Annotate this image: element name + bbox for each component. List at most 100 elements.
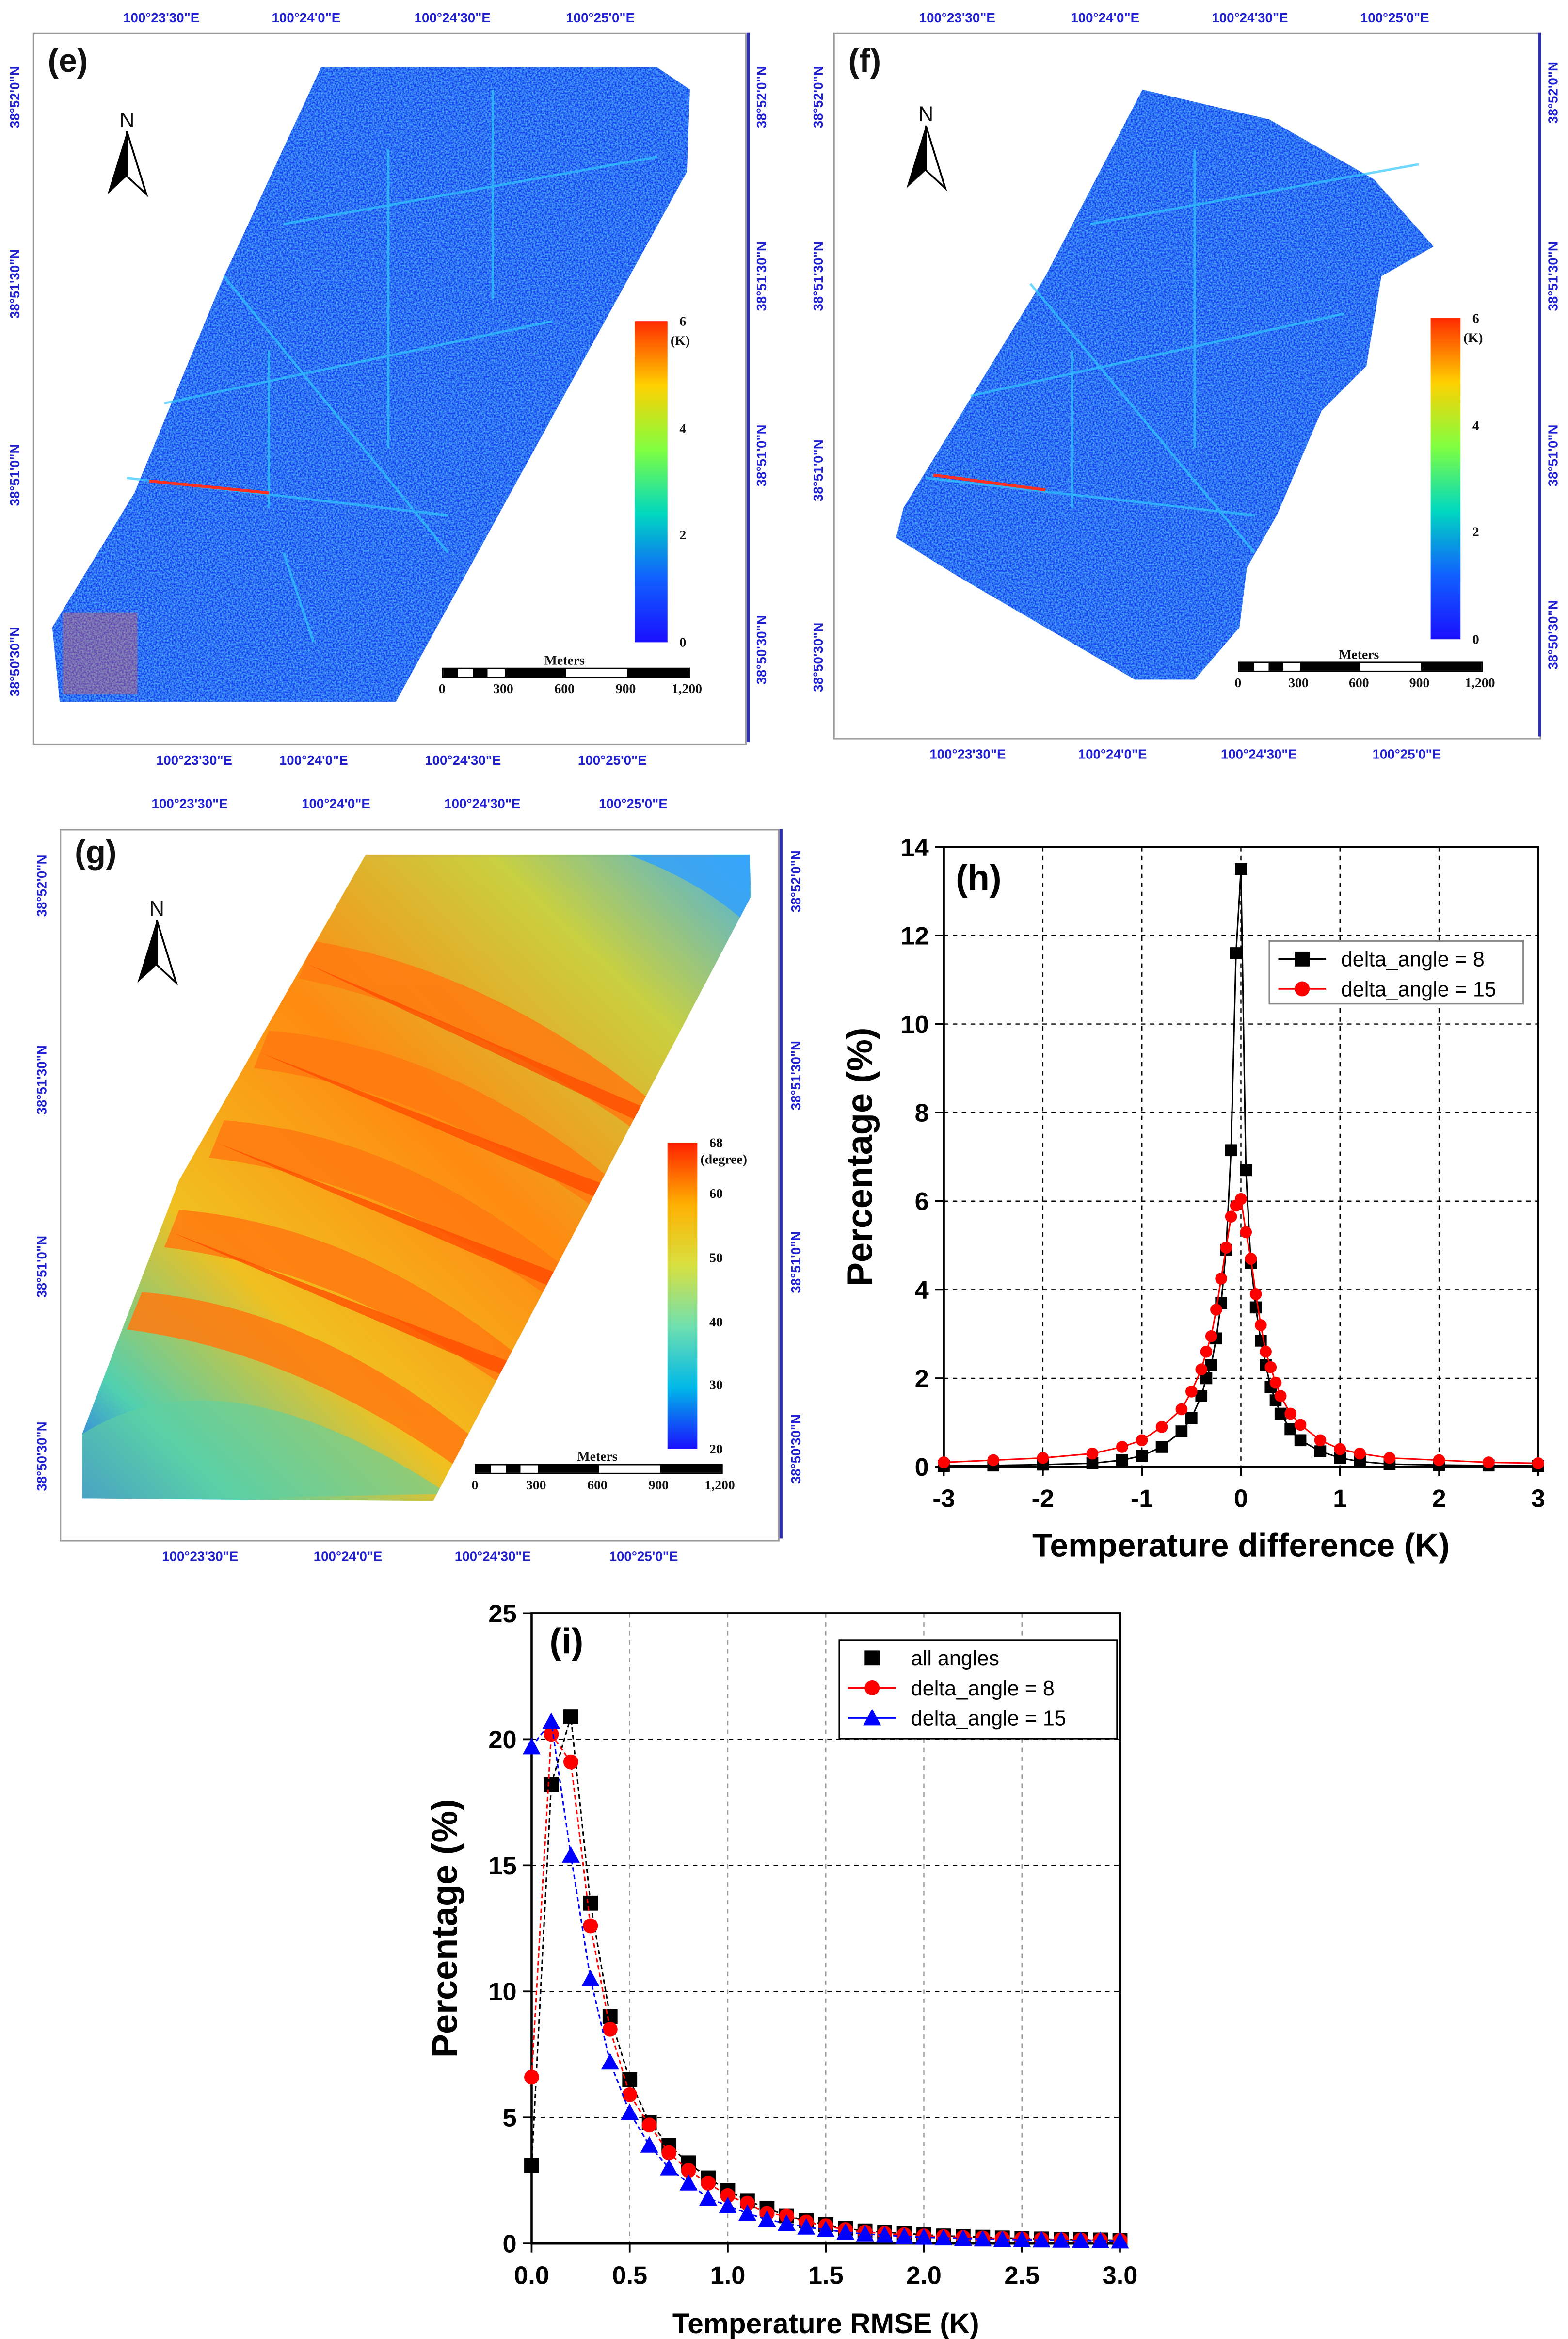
longitude-label-top: 100°25'0"E [566, 10, 635, 26]
x-axis-title: Temperature RMSE (K) [672, 2308, 979, 2339]
scale-bar-label: 600 [587, 1477, 608, 1492]
data-point-triangle [561, 1846, 580, 1863]
longitude-label-bottom: 100°24'0"E [1078, 747, 1147, 762]
legend-entry: delta_angle = 15 [1341, 978, 1496, 1001]
data-point-square [622, 2072, 638, 2087]
data-point-circle [1274, 1390, 1287, 1402]
scale-bar-label: 0 [438, 681, 446, 696]
y-tick-label: 14 [901, 834, 929, 862]
scale-bar-label: 300 [493, 681, 513, 696]
data-point-square [1185, 1412, 1198, 1424]
data-point-circle [720, 2188, 736, 2203]
colorbar-f [1430, 318, 1461, 640]
data-point-circle [1155, 1421, 1168, 1433]
data-point-circle [1482, 1456, 1495, 1468]
data-point-square [1175, 1425, 1188, 1437]
data-point-circle [641, 2117, 657, 2133]
data-point-circle [1200, 1345, 1213, 1358]
longitude-label-top: 100°23'30"E [151, 796, 228, 811]
data-point-circle [1334, 1443, 1346, 1455]
y-axis-title: Percentage (%) [424, 1799, 464, 2058]
colorbar-tick-label: 50 [709, 1250, 723, 1265]
y-tick-label: 10 [901, 1011, 929, 1039]
data-point-triangle [758, 2210, 776, 2227]
colorbar-tick-label: 30 [709, 1377, 723, 1393]
legend-entry: delta_angle = 8 [1341, 948, 1485, 971]
x-tick-label: 2.5 [1004, 2261, 1040, 2290]
data-point-circle [1264, 1361, 1277, 1373]
scale-bar-title: Meters [544, 652, 585, 668]
x-tick-label: -3 [932, 1485, 955, 1513]
data-point-circle [1294, 1419, 1307, 1431]
longitude-label-top: 100°24'30"E [444, 796, 521, 811]
y-tick-label: 0 [503, 2230, 517, 2258]
data-point-triangle [601, 2053, 619, 2070]
data-point-circle [583, 1918, 598, 1934]
scale-bar-label: 300 [1288, 675, 1309, 690]
legend-box [838, 1639, 1118, 1740]
right-axis-e [747, 32, 749, 742]
data-point-triangle [699, 2189, 718, 2206]
colorbar-tick-label: 0 [679, 635, 687, 650]
legend-marker-triangle [863, 1709, 881, 1726]
y-tick-label: 20 [488, 1726, 516, 1754]
data-point-circle [740, 2195, 755, 2211]
longitude-label-top: 100°24'30"E [414, 10, 491, 26]
scale-bar-label: 600 [554, 681, 575, 696]
colorbar-tick-label: 20 [709, 1441, 723, 1456]
data-point-circle [1245, 1253, 1257, 1265]
y-tick-label: 2 [915, 1365, 929, 1393]
data-point-circle [1225, 1210, 1237, 1223]
data-point-circle [524, 2069, 539, 2085]
data-point-circle [1354, 1447, 1366, 1460]
data-point-square [544, 1777, 559, 1792]
longitude-label-bottom: 100°24'0"E [279, 753, 348, 768]
data-point-circle [1185, 1386, 1198, 1398]
north-arrow-icon [137, 920, 178, 986]
north-label: N [149, 896, 164, 920]
colorbar-e [635, 321, 668, 643]
legend-marker-circle [1295, 981, 1310, 997]
north-label: N [918, 101, 934, 126]
scale-bar-label: 900 [615, 681, 636, 696]
x-tick-label: 1.5 [808, 2261, 844, 2290]
longitude-label-top: 100°24'0"E [1071, 10, 1140, 26]
data-point-circle [1195, 1363, 1208, 1376]
data-point-circle [1260, 1345, 1272, 1358]
x-tick-label: 3.0 [1103, 2261, 1138, 2290]
colorbar-unit: (degree) [700, 1151, 748, 1167]
data-point-triangle [836, 2223, 855, 2240]
longitude-label-bottom: 100°25'0"E [1372, 747, 1441, 762]
data-point-circle [1383, 1452, 1396, 1464]
y-tick-label: 12 [901, 922, 929, 950]
data-point-triangle [1091, 2231, 1110, 2248]
data-point-square [1225, 1144, 1237, 1157]
data-point-circle [661, 2145, 677, 2161]
x-tick-label: -2 [1032, 1485, 1055, 1513]
scale-bar-label: 900 [1409, 675, 1430, 690]
scale-bar-g [475, 1464, 723, 1474]
colorbar-unit: (K) [670, 333, 690, 348]
y-tick-label: 0 [915, 1453, 929, 1482]
data-point-triangle [679, 2174, 698, 2191]
legend-marker-circle [864, 1680, 880, 1695]
data-point-circle [1284, 1407, 1296, 1420]
data-point-triangle [581, 1969, 600, 1986]
data-point-circle [1255, 1319, 1267, 1331]
data-point-square [1294, 1434, 1307, 1447]
data-point-triangle [777, 2214, 796, 2231]
longitude-label-top: 100°24'0"E [272, 10, 341, 26]
data-point-square [1116, 1454, 1128, 1467]
data-point-square [1155, 1441, 1168, 1453]
data-point-triangle [797, 2218, 816, 2235]
scale-bar-label: 0 [1234, 675, 1242, 690]
map-frame-e [32, 32, 747, 745]
data-point-circle [1205, 1330, 1217, 1342]
colorbar-tick-label: 6 [679, 313, 687, 329]
data-point-circle [1433, 1454, 1445, 1467]
north-arrow-icon [107, 131, 148, 197]
longitude-label-top: 100°24'0"E [302, 796, 370, 811]
scale-bar-title: Meters [1339, 646, 1379, 662]
